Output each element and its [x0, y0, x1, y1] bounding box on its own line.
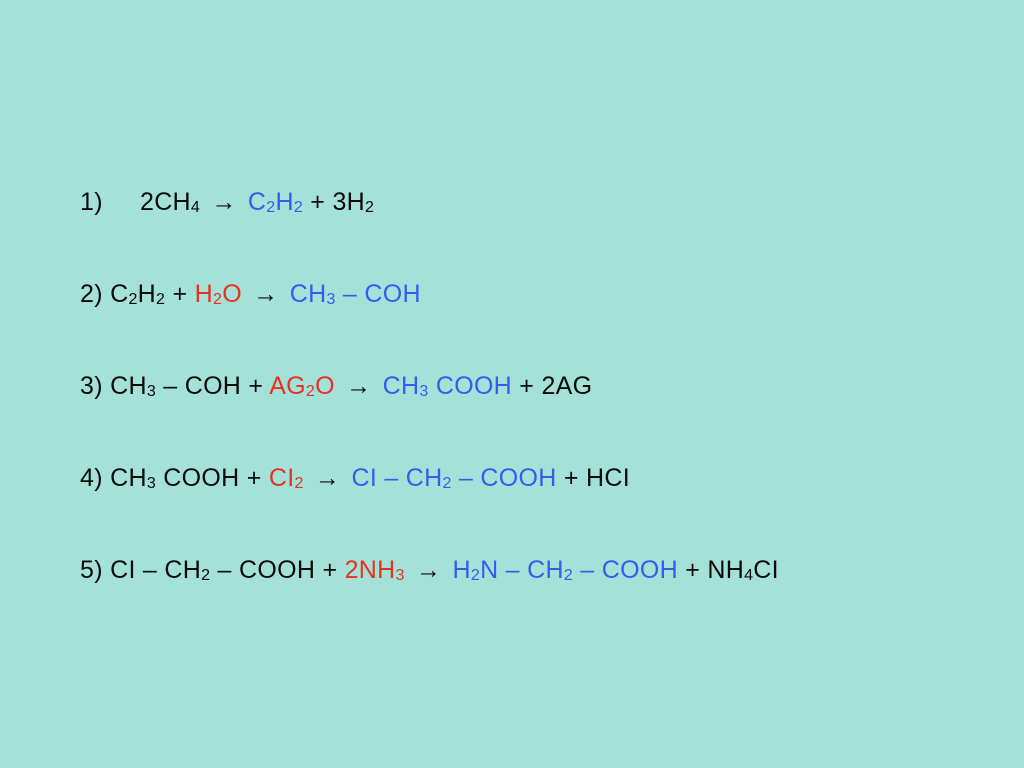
formula-segment: 2CH	[140, 188, 191, 216]
subscript: 4	[744, 567, 753, 584]
equation-number: 5)	[80, 556, 103, 584]
subscript: 2	[365, 199, 374, 216]
subscript: 2	[201, 567, 210, 584]
equation-number: 4)	[80, 464, 103, 492]
arrow: →	[242, 280, 290, 308]
equation-1-number: 1)	[80, 188, 120, 217]
subscript: 2	[294, 475, 303, 492]
subscript: 3	[326, 291, 335, 308]
formula-segment: COOH +	[156, 464, 269, 492]
formula-segment: – COH +	[156, 372, 269, 400]
formula-segment: CH	[383, 372, 420, 400]
formula-segment: C	[103, 280, 129, 308]
formula-segment: 2NH	[345, 556, 396, 584]
subscript: 3	[147, 383, 156, 400]
formula-segment: + HCI	[557, 464, 630, 492]
formula-segment: COOH	[429, 372, 512, 400]
formula-segment: + NH	[678, 556, 744, 584]
subscript: 2	[442, 475, 451, 492]
formula-segment: CH	[103, 464, 147, 492]
formula-segment: CI	[269, 464, 295, 492]
subscript: 2	[564, 567, 573, 584]
formula-segment: CI	[753, 556, 779, 584]
formula-segment: H	[195, 280, 213, 308]
formula-segment: O	[222, 280, 242, 308]
subscript: 2	[294, 199, 303, 216]
equation-2: 2) C2H2 + H2O → CH3 – COH	[80, 280, 421, 309]
text: 1)	[80, 188, 103, 216]
equation-4: 4) CH3 COOH + CI2 → CI – CH2 – COOH + HC…	[80, 464, 630, 493]
equation-number: 2)	[80, 280, 103, 308]
formula-segment: C	[248, 188, 266, 216]
arrow: →	[200, 188, 248, 216]
formula-segment: H	[453, 556, 471, 584]
formula-segment: O	[315, 372, 335, 400]
formula-segment: N – CH	[480, 556, 564, 584]
slide-body: 1) 2CH4 → C2H2 + 3H2 2) C2H2 + H2O → CH3…	[0, 0, 1024, 768]
formula-segment: H	[138, 280, 156, 308]
equation-1: 2CH4 → C2H2 + 3H2	[140, 188, 374, 217]
formula-segment: – COOH +	[210, 556, 344, 584]
arrow: →	[335, 372, 383, 400]
arrow: →	[304, 464, 352, 492]
formula-segment: CH	[103, 372, 147, 400]
formula-segment: +	[165, 280, 194, 308]
formula-segment: AG	[269, 372, 306, 400]
formula-segment: – COH	[336, 280, 421, 308]
formula-segment: H	[275, 188, 293, 216]
arrow: →	[405, 556, 453, 584]
formula-segment: + 2AG	[512, 372, 592, 400]
subscript: 4	[191, 199, 200, 216]
equation-number: 3)	[80, 372, 103, 400]
formula-segment: CH	[290, 280, 327, 308]
formula-segment: + 3H	[303, 188, 365, 216]
subscript: 3	[419, 383, 428, 400]
subscript: 2	[213, 291, 222, 308]
subscript: 2	[306, 383, 315, 400]
subscript: 2	[128, 291, 137, 308]
formula-segment: – COOH	[452, 464, 557, 492]
formula-segment: – COOH	[573, 556, 678, 584]
equation-5: 5) CI – CH2 – COOH + 2NH3 → H2N – CH2 – …	[80, 556, 779, 585]
subscript: 3	[396, 567, 405, 584]
subscript: 3	[147, 475, 156, 492]
subscript: 2	[156, 291, 165, 308]
subscript: 2	[471, 567, 480, 584]
formula-segment: CI – CH	[351, 464, 442, 492]
equation-3: 3) CH3 – COH + AG2O → CH3 COOH + 2AG	[80, 372, 592, 401]
formula-segment: CI – CH	[103, 556, 201, 584]
